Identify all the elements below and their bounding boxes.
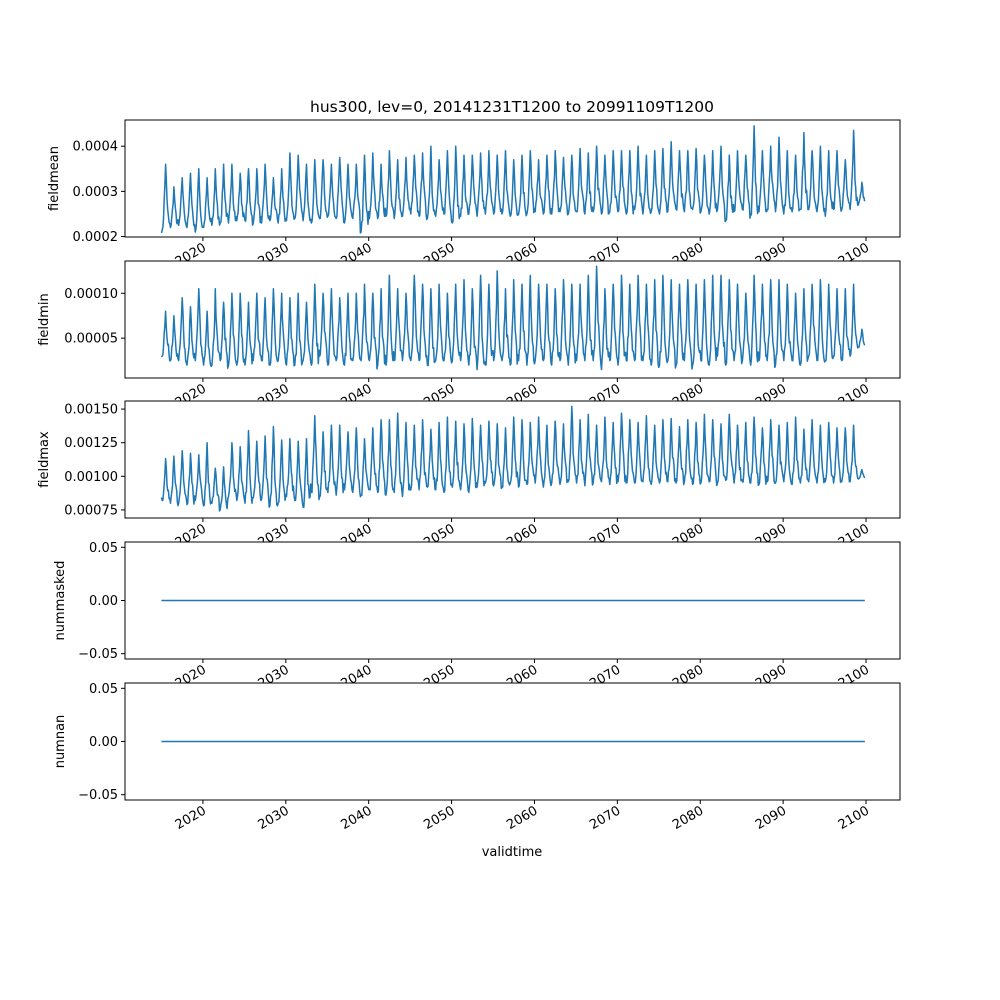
y-axis-label: fieldmax (37, 431, 52, 488)
y-tick-label: 0.00 (89, 594, 118, 609)
y-tick-label: 0.0002 (73, 230, 119, 245)
x-tick-label: 2030 (256, 803, 292, 833)
fieldmean-series-line (160, 125, 866, 234)
x-tick-label: 2090 (753, 803, 789, 833)
axes-frame (124, 400, 901, 519)
x-tick-label: 2020 (173, 803, 209, 833)
y-tick-label: 0.00125 (64, 436, 118, 451)
fieldmin-series-line (160, 265, 866, 371)
y-axis-label: numnan (53, 715, 68, 769)
y-tick-label: 0.00 (89, 735, 118, 750)
subplot-fieldmax: 0.000750.001000.001250.00150fieldmax2020… (37, 400, 901, 551)
y-tick-label: 0.05 (89, 682, 118, 697)
y-tick-label: 0.00150 (64, 403, 118, 418)
x-tick-label: 2060 (504, 803, 540, 833)
axes-frame (124, 260, 901, 379)
x-tick-label: 2040 (339, 803, 375, 833)
x-tick-label: 2050 (421, 803, 457, 833)
y-tick-label: 0.0004 (73, 140, 119, 155)
y-tick-label: 0.00010 (64, 287, 118, 302)
y-tick-label: 0.00075 (64, 503, 118, 518)
y-tick-label: 0.0003 (73, 185, 119, 200)
y-tick-label: 0.00100 (64, 470, 118, 485)
x-tick-label: 2080 (670, 803, 706, 833)
subplot-numnan: −0.05 0.00 0.05 numnan 2020 2030 2040 2050 2060 2… (53, 682, 901, 833)
x-tick-label: 2100 (836, 803, 872, 833)
y-tick-label: 0.00005 (64, 332, 118, 347)
chart-title: hus300, lev=0, 20141231T1200 to 20991109… (310, 98, 714, 116)
y-axis-label: fieldmin (37, 293, 52, 346)
x-axis-label: validtime (482, 845, 543, 860)
y-axis-label: nummasked (53, 561, 68, 641)
x-tick-label: 2070 (587, 803, 623, 833)
y-tick-label: −0.05 (78, 647, 118, 662)
fieldmax-series-line (160, 405, 866, 512)
axes-frame (124, 119, 901, 238)
y-tick-label: −0.05 (78, 788, 118, 803)
y-axis-label: fieldmean (47, 146, 62, 211)
y-tick-label: 0.05 (89, 541, 118, 556)
